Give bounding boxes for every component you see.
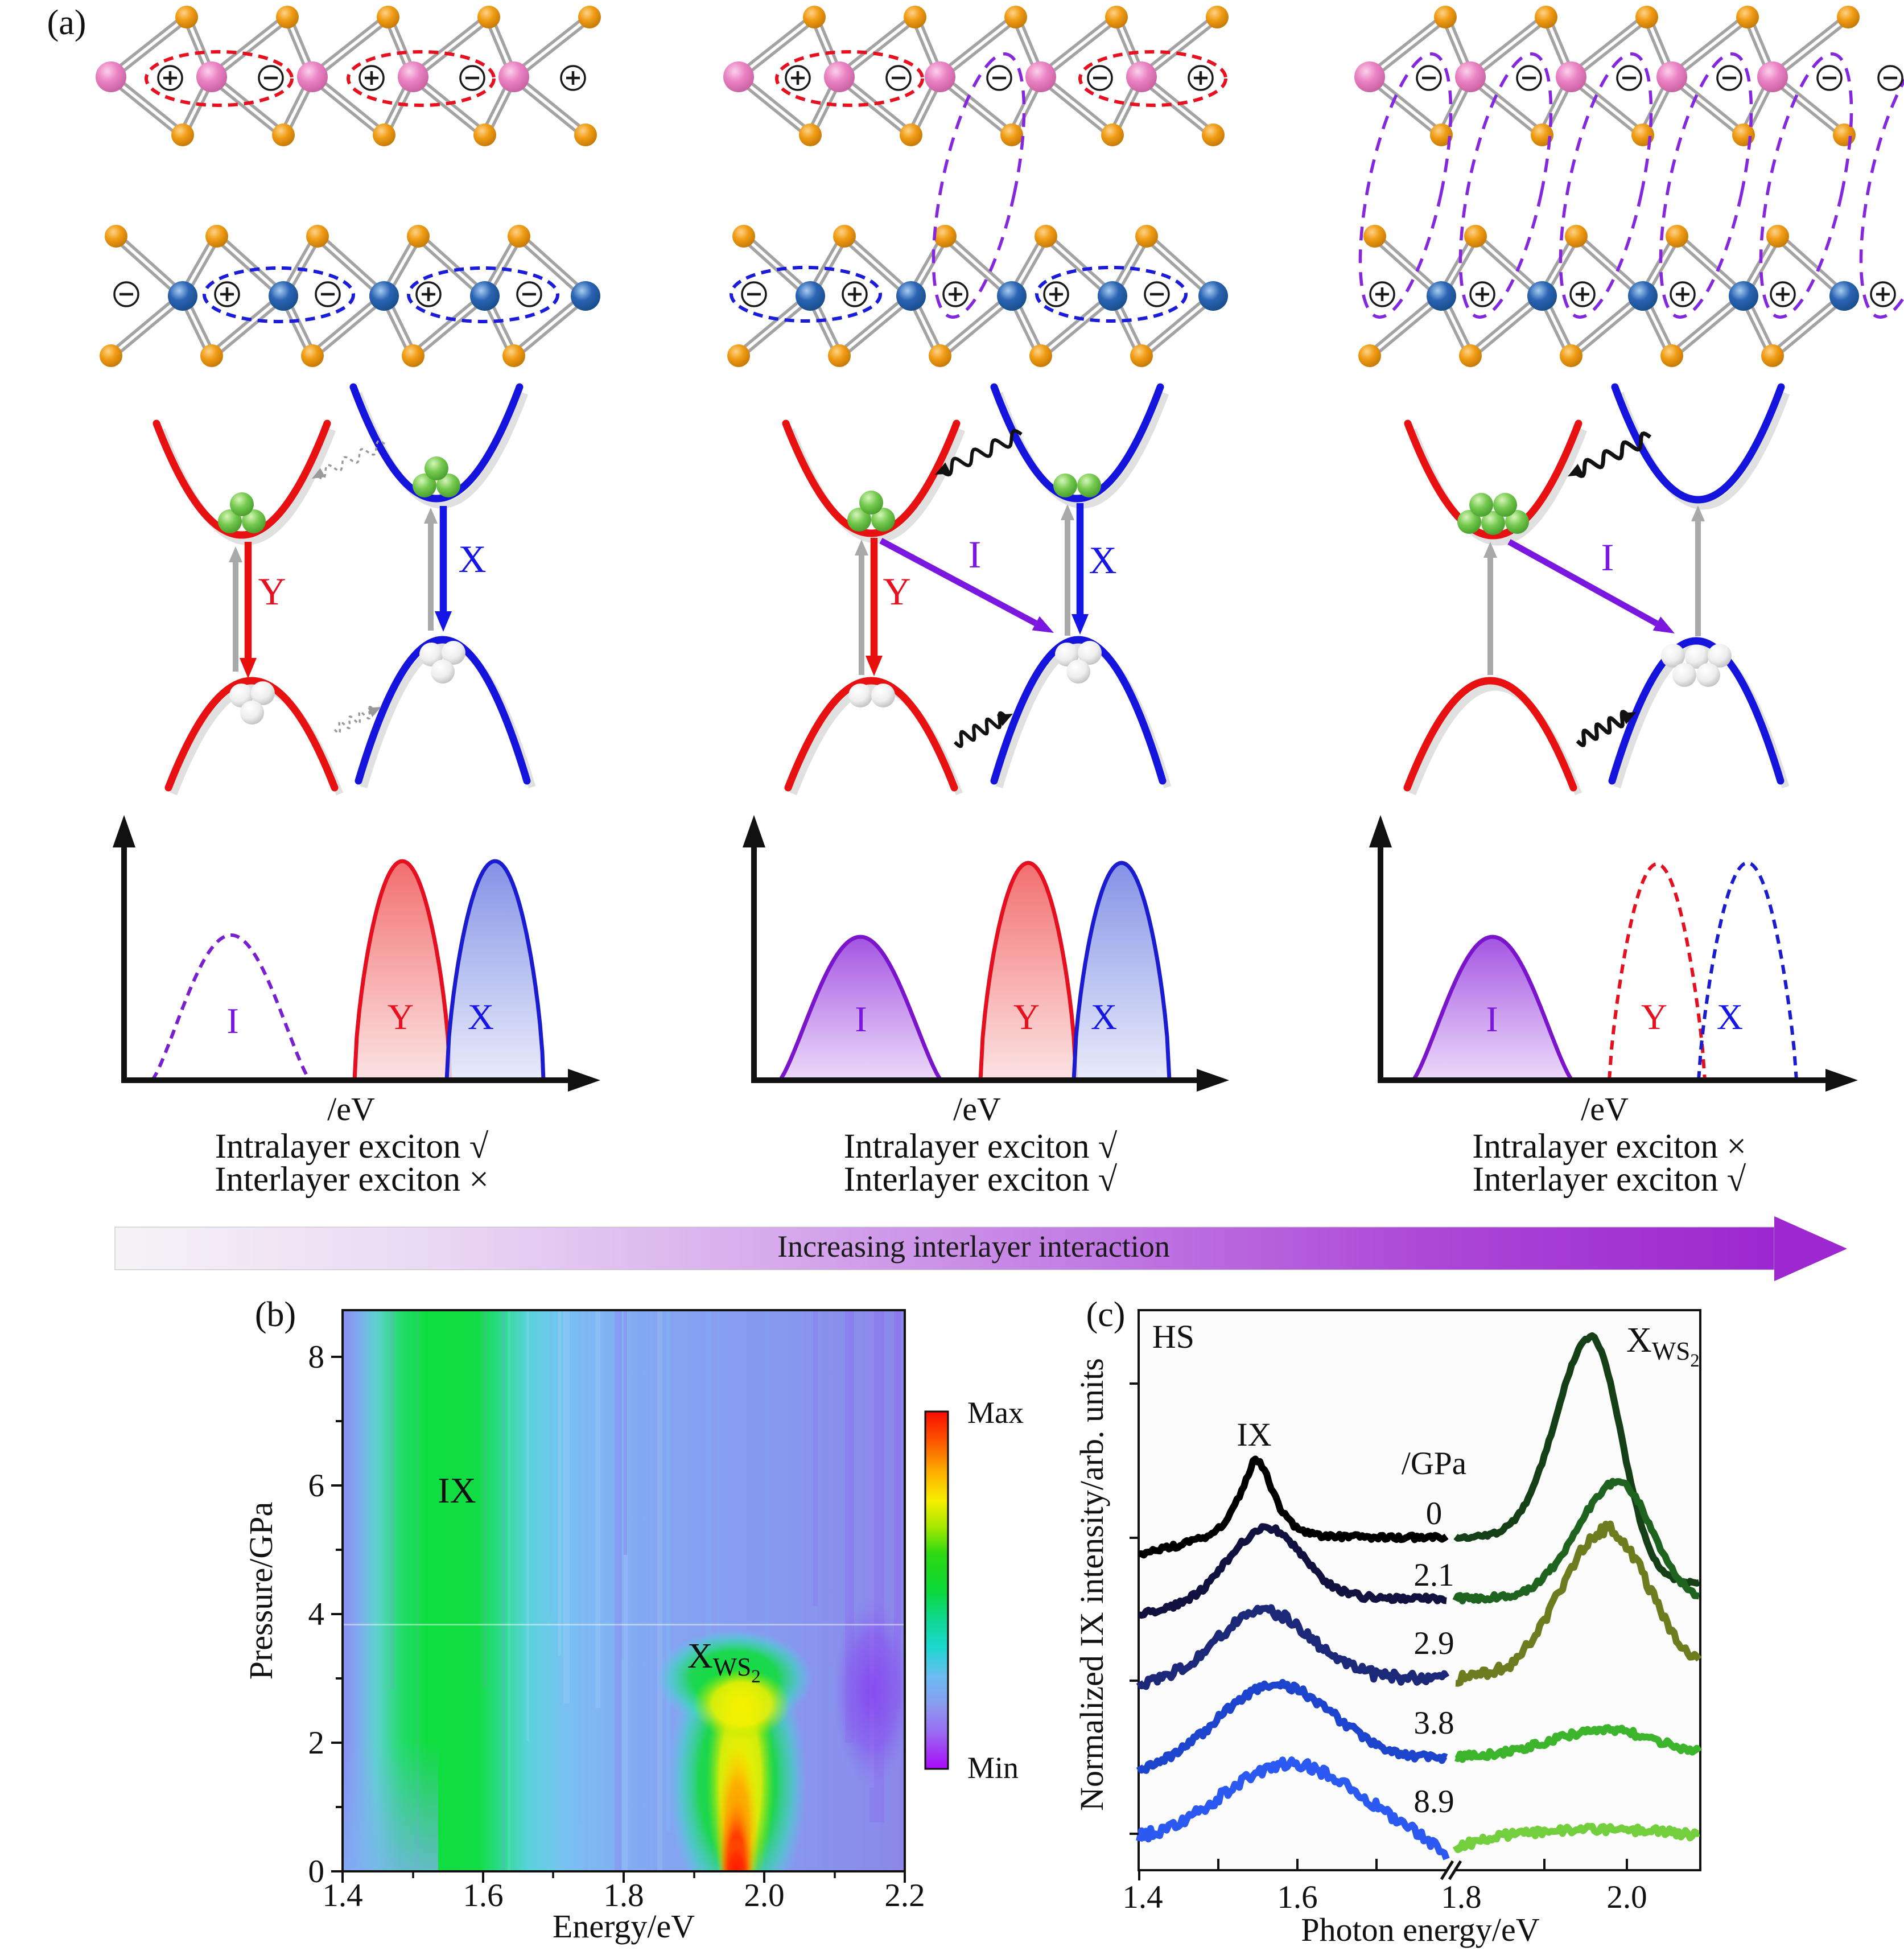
svg-text:1.6: 1.6 <box>463 1878 503 1913</box>
svg-text:1.8: 1.8 <box>603 1878 644 1913</box>
svg-text:X: X <box>458 537 486 581</box>
svg-text:1.6: 1.6 <box>1277 1879 1317 1915</box>
svg-text:Y: Y <box>1641 997 1667 1037</box>
svg-text:2.2: 2.2 <box>884 1878 925 1913</box>
svg-text:Pressure/GPa: Pressure/GPa <box>242 1502 279 1680</box>
svg-text:6: 6 <box>308 1468 325 1504</box>
svg-text:Intralayer exciton √: Intralayer exciton √ <box>844 1127 1118 1166</box>
svg-text:Intralayer exciton ×: Intralayer exciton × <box>1472 1127 1746 1166</box>
svg-text:4: 4 <box>308 1596 325 1632</box>
svg-text:0: 0 <box>308 1854 325 1890</box>
svg-text:Min: Min <box>967 1751 1019 1785</box>
svg-text:(a): (a) <box>47 3 86 42</box>
svg-text:2: 2 <box>308 1725 325 1761</box>
svg-text:Y: Y <box>1013 997 1040 1037</box>
svg-text:2.0: 2.0 <box>1606 1879 1647 1915</box>
svg-text:Intralayer exciton √: Intralayer exciton √ <box>215 1127 489 1166</box>
svg-text:1.4: 1.4 <box>1122 1879 1163 1915</box>
svg-text:0: 0 <box>1426 1496 1443 1532</box>
svg-text:Y: Y <box>258 570 286 613</box>
svg-text:Y: Y <box>388 997 414 1037</box>
svg-text:I: I <box>226 1001 238 1041</box>
svg-text:(b): (b) <box>255 1295 296 1334</box>
svg-text:I: I <box>855 999 867 1039</box>
svg-text:Normalized IX intensity/arb. u: Normalized IX intensity/arb. units <box>1073 1358 1110 1811</box>
svg-text:Interlayer exciton √: Interlayer exciton √ <box>1473 1160 1746 1199</box>
svg-text:/eV: /eV <box>953 1090 1001 1127</box>
svg-text:1.4: 1.4 <box>322 1878 362 1913</box>
svg-text:8: 8 <box>308 1339 325 1375</box>
svg-text:Energy/eV: Energy/eV <box>553 1908 695 1945</box>
svg-text:8.9: 8.9 <box>1413 1784 1454 1820</box>
svg-text:Interlayer exciton ×: Interlayer exciton × <box>215 1160 489 1199</box>
svg-text:2.9: 2.9 <box>1413 1625 1454 1661</box>
svg-text:I: I <box>1486 999 1498 1039</box>
svg-text:X: X <box>468 997 494 1037</box>
svg-text:Y: Y <box>883 570 910 613</box>
svg-text:X: X <box>1717 997 1743 1037</box>
svg-text:/GPa: /GPa <box>1402 1446 1466 1481</box>
svg-text:HS: HS <box>1152 1318 1194 1355</box>
svg-text:I: I <box>969 533 982 576</box>
svg-text:/eV: /eV <box>327 1090 375 1127</box>
svg-text:IX: IX <box>438 1470 476 1511</box>
svg-text:IX: IX <box>1237 1416 1271 1453</box>
svg-text:1.8: 1.8 <box>1441 1879 1481 1915</box>
svg-text:/eV: /eV <box>1581 1090 1629 1127</box>
svg-text:Max: Max <box>967 1396 1024 1430</box>
svg-text:X: X <box>1089 538 1116 582</box>
svg-text:Interlayer exciton √: Interlayer exciton √ <box>844 1160 1118 1199</box>
svg-text:2.1: 2.1 <box>1413 1557 1454 1593</box>
svg-text:3.8: 3.8 <box>1413 1705 1454 1741</box>
svg-text:Increasing interlayer interact: Increasing interlayer interaction <box>777 1229 1170 1263</box>
svg-text:2.0: 2.0 <box>744 1878 784 1913</box>
svg-text:(c): (c) <box>1086 1295 1126 1334</box>
svg-text:I: I <box>1601 536 1614 579</box>
svg-text:Photon energy/eV: Photon energy/eV <box>1301 1911 1539 1948</box>
svg-text:X: X <box>1091 997 1117 1037</box>
